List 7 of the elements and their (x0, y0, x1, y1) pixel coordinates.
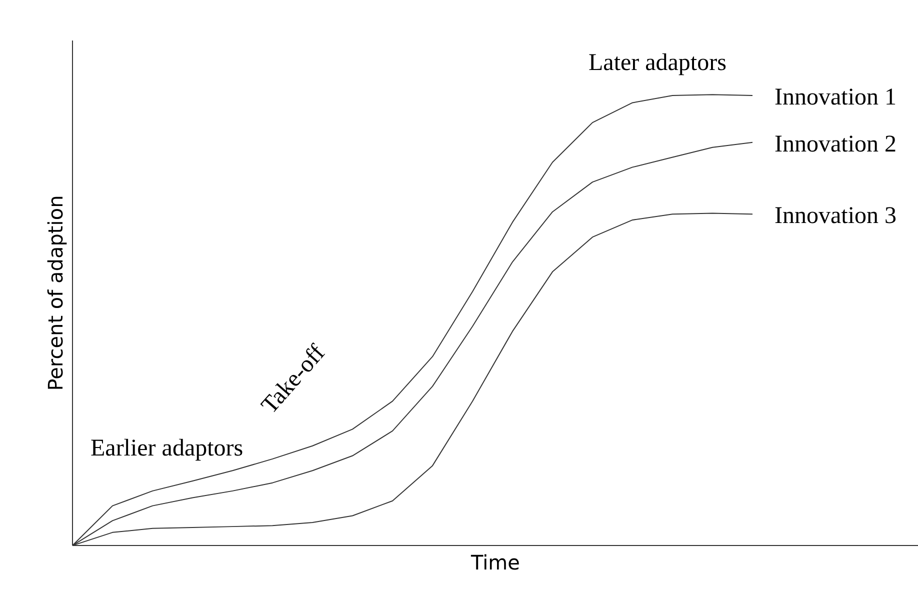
x-axis-title: Time (470, 550, 520, 574)
text: Later adaptors (588, 50, 726, 76)
annotation: Earlier adaptors (90, 436, 244, 462)
y-axis-title: Percent of adaption (44, 195, 68, 391)
series-label: Innovation 3 (774, 203, 896, 230)
series-label: Innovation 1 (774, 84, 896, 111)
series-label: Innovation 2 (774, 131, 896, 158)
